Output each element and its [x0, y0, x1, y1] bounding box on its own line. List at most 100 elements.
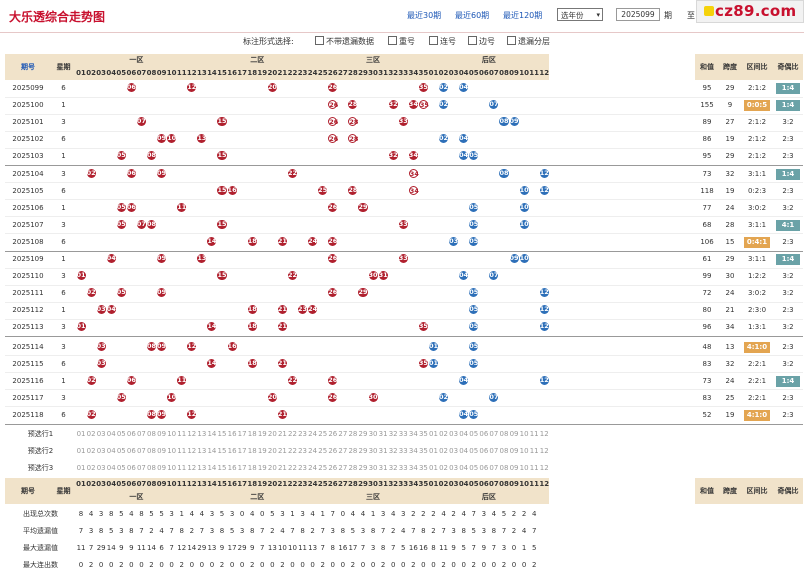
- option-checkbox-5[interactable]: 遗漏分层: [507, 36, 550, 47]
- preselect-number[interactable]: 13: [197, 464, 207, 472]
- preselect-number[interactable]: 32: [388, 430, 398, 438]
- preselect-number[interactable]: 04: [106, 447, 116, 455]
- preselect-number[interactable]: 23: [298, 430, 308, 438]
- preselect-number[interactable]: 08: [499, 430, 509, 438]
- preselect-number[interactable]: 09: [157, 430, 167, 438]
- preselect-number[interactable]: 12: [187, 430, 197, 438]
- preselect-number[interactable]: 07: [136, 430, 146, 438]
- preselect-number[interactable]: 02: [86, 464, 96, 472]
- preselect-number[interactable]: 20: [267, 464, 277, 472]
- preselect-number[interactable]: 13: [197, 430, 207, 438]
- preselect-number[interactable]: 10: [519, 447, 529, 455]
- preselect-number[interactable]: 04: [459, 430, 469, 438]
- preselect-number[interactable]: 35: [418, 447, 428, 455]
- preselect-number[interactable]: 12: [539, 447, 549, 455]
- recent-60-link[interactable]: 最近60期: [455, 11, 490, 20]
- preselect-number[interactable]: 31: [378, 464, 388, 472]
- preselect-number[interactable]: 11: [177, 430, 187, 438]
- preselect-number[interactable]: 19: [257, 464, 267, 472]
- preselect-number[interactable]: 10: [519, 430, 529, 438]
- preselect-number[interactable]: 08: [147, 447, 156, 455]
- preselect-number[interactable]: 11: [177, 447, 187, 455]
- preselect-number[interactable]: 30: [368, 447, 378, 455]
- preselect-number[interactable]: 09: [509, 464, 519, 472]
- preselect-number[interactable]: 06: [479, 464, 489, 472]
- preselect-number[interactable]: 02: [439, 464, 448, 472]
- preselect-number[interactable]: 08: [147, 430, 156, 438]
- preselect-number[interactable]: 03: [449, 430, 459, 438]
- preselect-number[interactable]: 01: [429, 447, 438, 455]
- preselect-number[interactable]: 07: [489, 447, 499, 455]
- checkbox-icon[interactable]: [388, 36, 397, 45]
- preselect-number[interactable]: 22: [288, 430, 297, 438]
- preselect-number[interactable]: 12: [539, 464, 549, 472]
- preselect-number[interactable]: 07: [489, 430, 499, 438]
- preselect-number[interactable]: 02: [439, 447, 448, 455]
- preselect-number[interactable]: 25: [318, 464, 328, 472]
- preselect-number[interactable]: 05: [116, 447, 126, 455]
- preselect-number[interactable]: 26: [328, 430, 338, 438]
- preselect-number[interactable]: 35: [418, 430, 428, 438]
- preselect-number[interactable]: 21: [277, 447, 287, 455]
- preselect-number[interactable]: 09: [509, 447, 519, 455]
- preselect-number[interactable]: 01: [429, 430, 438, 438]
- preselect-number[interactable]: 03: [449, 464, 459, 472]
- preselect-number[interactable]: 02: [86, 447, 96, 455]
- preselect-number[interactable]: 19: [257, 447, 267, 455]
- preselect-number[interactable]: 29: [358, 430, 368, 438]
- option-checkbox-1[interactable]: 不带遗漏数据: [315, 36, 374, 47]
- preselect-number[interactable]: 25: [318, 430, 328, 438]
- preselect-number[interactable]: 04: [459, 464, 469, 472]
- preselect-number[interactable]: 10: [167, 464, 177, 472]
- preselect-number[interactable]: 27: [338, 464, 348, 472]
- preselect-number[interactable]: 15: [217, 464, 227, 472]
- preselect-number[interactable]: 26: [328, 447, 338, 455]
- preselect-number[interactable]: 27: [338, 430, 348, 438]
- option-checkbox-4[interactable]: 边号: [468, 36, 495, 47]
- checkbox-icon[interactable]: [429, 36, 438, 45]
- preselect-number[interactable]: 05: [116, 464, 126, 472]
- preselect-number[interactable]: 01: [76, 430, 86, 438]
- preselect-number[interactable]: 10: [167, 447, 177, 455]
- period-header[interactable]: 期号: [5, 54, 51, 80]
- preselect-number[interactable]: 27: [338, 447, 348, 455]
- preselect-number[interactable]: 03: [96, 464, 106, 472]
- preselect-number[interactable]: 08: [147, 464, 156, 472]
- preselect-number[interactable]: 32: [388, 464, 398, 472]
- preselect-number[interactable]: 06: [126, 430, 136, 438]
- checkbox-icon[interactable]: [507, 36, 516, 45]
- preselect-number[interactable]: 17: [237, 447, 247, 455]
- preselect-number[interactable]: 14: [207, 464, 217, 472]
- preselect-number[interactable]: 07: [489, 464, 499, 472]
- preselect-number[interactable]: 13: [197, 447, 207, 455]
- preselect-number[interactable]: 33: [398, 464, 408, 472]
- preselect-number[interactable]: 04: [106, 464, 116, 472]
- site-logo[interactable]: cz89.com: [696, 0, 804, 23]
- preselect-number[interactable]: 29: [358, 464, 368, 472]
- preselect-number[interactable]: 22: [288, 464, 297, 472]
- preselect-number[interactable]: 19: [257, 430, 267, 438]
- preselect-number[interactable]: 31: [378, 430, 388, 438]
- preselect-number[interactable]: 02: [86, 430, 96, 438]
- preselect-number[interactable]: 15: [217, 447, 227, 455]
- preselect-number[interactable]: 05: [469, 447, 479, 455]
- preselect-number[interactable]: 26: [328, 464, 338, 472]
- preselect-number[interactable]: 01: [76, 447, 86, 455]
- preselect-number[interactable]: 06: [126, 464, 136, 472]
- preselect-number[interactable]: 11: [177, 464, 187, 472]
- preselect-number[interactable]: 21: [277, 430, 287, 438]
- preselect-number[interactable]: 09: [157, 464, 167, 472]
- preselect-number[interactable]: 24: [308, 447, 318, 455]
- preselect-number[interactable]: 03: [96, 447, 106, 455]
- preselect-number[interactable]: 29: [358, 447, 368, 455]
- preselect-number[interactable]: 09: [157, 447, 167, 455]
- preselect-number[interactable]: 08: [499, 464, 509, 472]
- preselect-number[interactable]: 11: [529, 447, 539, 455]
- recent-30-link[interactable]: 最近30期: [407, 11, 442, 20]
- preselect-number[interactable]: 21: [277, 464, 287, 472]
- preselect-number[interactable]: 30: [368, 464, 378, 472]
- preselect-number[interactable]: 24: [308, 464, 318, 472]
- preselect-number[interactable]: 18: [247, 464, 257, 472]
- preselect-number[interactable]: 28: [348, 464, 358, 472]
- preselect-number[interactable]: 16: [227, 430, 237, 438]
